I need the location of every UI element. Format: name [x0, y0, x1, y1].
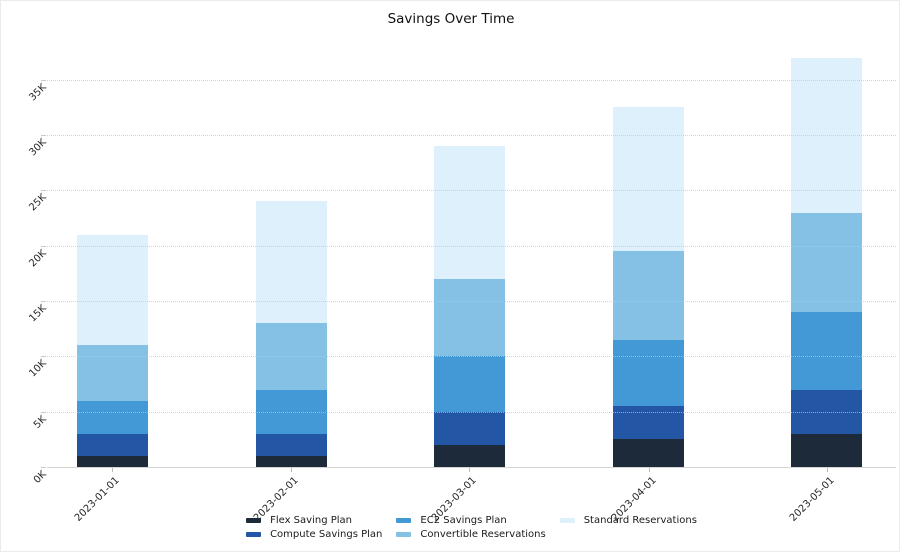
legend-swatch-flex-saving-plan [246, 518, 262, 523]
bar-segment-ec2-savings-plan-2023-03-01 [433, 356, 505, 412]
bar-segment-flex-saving-plan-2023-05-01 [791, 433, 863, 467]
legend-grid: Flex Saving Plan Compute Savings Plan EC2 … [246, 514, 697, 541]
chart-title: Savings Over Time [387, 11, 515, 27]
legend-label: Standard Reservations [583, 515, 697, 526]
x-tick-mark [469, 468, 471, 472]
legend-item-ec2-savings-plan: EC2 Savings Plan [396, 514, 545, 527]
y-tick-label-15k: 15K [27, 303, 49, 325]
bar-segment-convertible-reservations-2023-04-01 [613, 251, 685, 340]
bar-segment-ec2-savings-plan-2023-02-01 [255, 389, 327, 434]
bar-segment-convertible-reservations-2023-03-01 [433, 278, 505, 357]
bar-segment-ec2-savings-plan-2023-05-01 [791, 312, 863, 390]
y-tick-label-35k: 35K [27, 81, 49, 104]
y-tick-label-10k: 10K [27, 358, 49, 380]
bar-segment-flex-saving-plan-2023-03-01 [433, 444, 505, 467]
bar-segment-compute-savings-plan-2023-05-01 [791, 389, 863, 434]
y-tick-mark [41, 245, 46, 247]
bar-segment-compute-savings-plan-2023-01-01 [76, 433, 148, 456]
bar-segment-standard-reservations-2023-01-01 [76, 234, 148, 346]
y-tick-mark [41, 190, 46, 192]
legend-swatch-ec2-savings-plan [396, 518, 412, 523]
y-tick-mark [41, 356, 46, 358]
bar-segment-convertible-reservations-2023-05-01 [791, 212, 863, 313]
y-tick-mark [41, 79, 46, 81]
x-tick-mark [112, 468, 114, 472]
legend-label: Compute Savings Plan [270, 529, 383, 540]
legend-label: Convertible Reservations [420, 529, 546, 540]
bar-segment-standard-reservations-2023-02-01 [255, 201, 327, 324]
x-axis-line [47, 467, 896, 468]
gridline-25k [47, 190, 896, 192]
bar-segment-ec2-savings-plan-2023-04-01 [613, 339, 685, 407]
bar-segment-compute-savings-plan-2023-02-01 [255, 433, 327, 456]
y-tick-label-20k: 20K [27, 247, 49, 270]
legend-swatch-standard-reservations [559, 518, 575, 523]
gridline-15k [47, 301, 896, 303]
gridline-5k [47, 411, 896, 413]
y-tick-mark [41, 411, 46, 413]
bar-segment-convertible-reservations-2023-02-01 [255, 323, 327, 390]
legend-item-compute-savings-plan: Compute Savings Plan [246, 528, 382, 541]
y-tick-mark [41, 301, 46, 303]
bar-segment-flex-saving-plan-2023-04-01 [613, 439, 685, 467]
y-tick-mark [41, 467, 46, 468]
bar-segment-convertible-reservations-2023-01-01 [76, 345, 148, 401]
bar-segment-compute-savings-plan-2023-03-01 [433, 411, 505, 445]
y-tick-mark [41, 135, 46, 137]
gridline-35k [47, 79, 896, 81]
bar-segment-standard-reservations-2023-03-01 [433, 146, 505, 279]
y-tick-label-0k: 0K [31, 469, 49, 486]
gridline-30k [47, 135, 896, 137]
y-tick-label-5k: 5K [31, 413, 49, 431]
x-tick-mark [291, 468, 293, 472]
legend-label: Flex Saving Plan [270, 515, 352, 526]
x-tick-mark [648, 468, 650, 472]
legend-label: EC2 Savings Plan [420, 515, 507, 526]
gridline-10k [47, 356, 896, 358]
x-tick-mark [826, 468, 828, 472]
bar-segment-standard-reservations-2023-04-01 [613, 107, 685, 252]
legend-item-convertible-reservations: Convertible Reservations [396, 528, 546, 541]
chart-legend: Flex Saving Plan Compute Savings Plan EC2 … [47, 514, 896, 541]
bar-segment-ec2-savings-plan-2023-01-01 [76, 400, 148, 434]
legend-swatch-convertible-reservations [396, 532, 412, 537]
bar-segment-flex-saving-plan-2023-02-01 [255, 455, 327, 467]
bar-segment-flex-saving-plan-2023-01-01 [76, 455, 148, 467]
legend-item-standard-reservations: Standard Reservations [559, 514, 697, 527]
gridline-20k [47, 245, 896, 247]
y-tick-label-25k: 25K [27, 192, 49, 214]
legend-item-flex-saving-plan: Flex Saving Plan [246, 514, 382, 527]
legend-swatch-compute-savings-plan [246, 532, 262, 537]
y-tick-label-30k: 30K [27, 137, 49, 159]
